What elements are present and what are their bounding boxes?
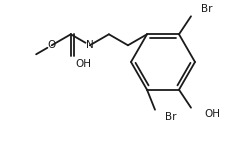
Text: OH: OH — [76, 59, 92, 69]
Text: N: N — [86, 40, 94, 50]
Text: O: O — [48, 40, 56, 50]
Text: OH: OH — [204, 109, 220, 119]
Text: Br: Br — [201, 4, 213, 14]
Text: Br: Br — [165, 112, 177, 122]
